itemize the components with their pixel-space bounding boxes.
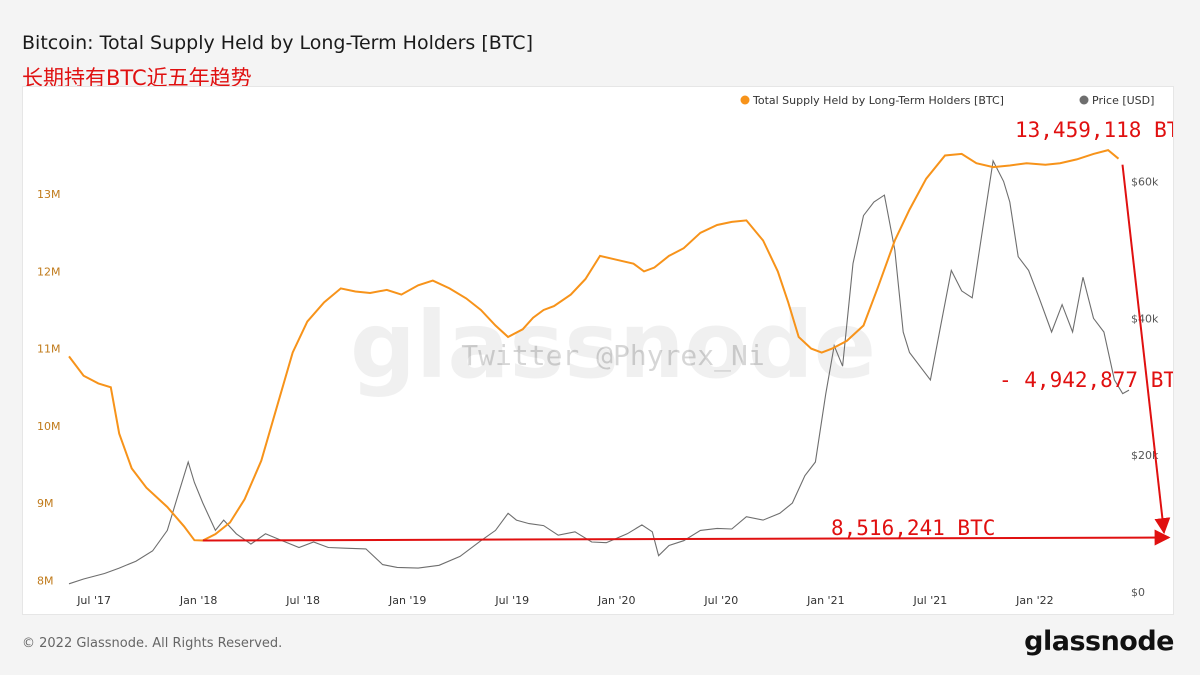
x-tick-label: Jul '21 — [912, 594, 947, 607]
x-tick-label: Jan '20 — [597, 594, 635, 607]
x-tick-label: Jan '21 — [806, 594, 844, 607]
x-tick-label: Jan '19 — [388, 594, 426, 607]
legend-price-label: Price [USD] — [1092, 94, 1154, 107]
x-tick-label: Jul '19 — [494, 594, 529, 607]
lth-series-line — [68, 149, 1120, 542]
legend-price-marker — [1079, 95, 1089, 105]
right-tick-label: $20k — [1131, 449, 1159, 462]
x-tick-label: Jan '22 — [1015, 594, 1053, 607]
watermark-logo: glassnode — [350, 292, 876, 399]
left-tick-label: 11M — [37, 343, 61, 356]
x-tick-label: Jul '17 — [76, 594, 111, 607]
chart-canvas: glassnode Twitter @Phyrex_Ni Total Suppl… — [37, 94, 1173, 607]
left-tick-label: 8M — [37, 574, 54, 587]
left-tick-label: 9M — [37, 497, 54, 510]
legend-lth-label: Total Supply Held by Long-Term Holders [… — [752, 94, 1004, 107]
base-annotation: 8,516,241 BTC — [831, 516, 995, 540]
legend-lth-marker — [740, 95, 750, 105]
price-series-line — [68, 159, 1130, 585]
drop-annotation: - 4,942,877 BTC — [999, 368, 1173, 392]
peak-annotation: 13,459,118 BTC — [1015, 118, 1173, 142]
left-axis: 8M 9M 10M 11M 12M 13M — [37, 188, 61, 587]
legend: Total Supply Held by Long-Term Holders [… — [740, 94, 1154, 107]
x-tick-label: Jul '20 — [703, 594, 738, 607]
right-tick-label: $60k — [1131, 175, 1159, 188]
x-axis: Jul '17 Jan '18 Jul '18 Jan '19 Jul '19 Jan '… — [76, 594, 1053, 607]
chart-title: Bitcoin: Total Supply Held by Long-Term … — [22, 32, 533, 54]
right-tick-label: $0 — [1131, 586, 1145, 599]
right-axis: $0 $20k $40k $60k — [1131, 175, 1159, 599]
annotations: 13,459,118 BTC - 4,942,877 BTC 8,516,241… — [202, 118, 1173, 546]
watermark-handle: Twitter @Phyrex_Ni — [461, 339, 764, 373]
right-tick-label: $40k — [1131, 312, 1159, 325]
x-tick-label: Jul '18 — [285, 594, 320, 607]
left-tick-label: 12M — [37, 265, 61, 278]
left-tick-label: 10M — [37, 420, 61, 433]
brand-logo: glassnode — [1024, 626, 1174, 657]
x-tick-label: Jan '18 — [179, 594, 217, 607]
copyright-text: © 2022 Glassnode. All Rights Reserved. — [22, 636, 283, 651]
chart-panel: glassnode Twitter @Phyrex_Ni Total Suppl… — [22, 86, 1174, 615]
left-tick-label: 13M — [37, 188, 61, 201]
drop-arrow — [1121, 164, 1171, 535]
baseline-arrow — [202, 529, 1171, 546]
